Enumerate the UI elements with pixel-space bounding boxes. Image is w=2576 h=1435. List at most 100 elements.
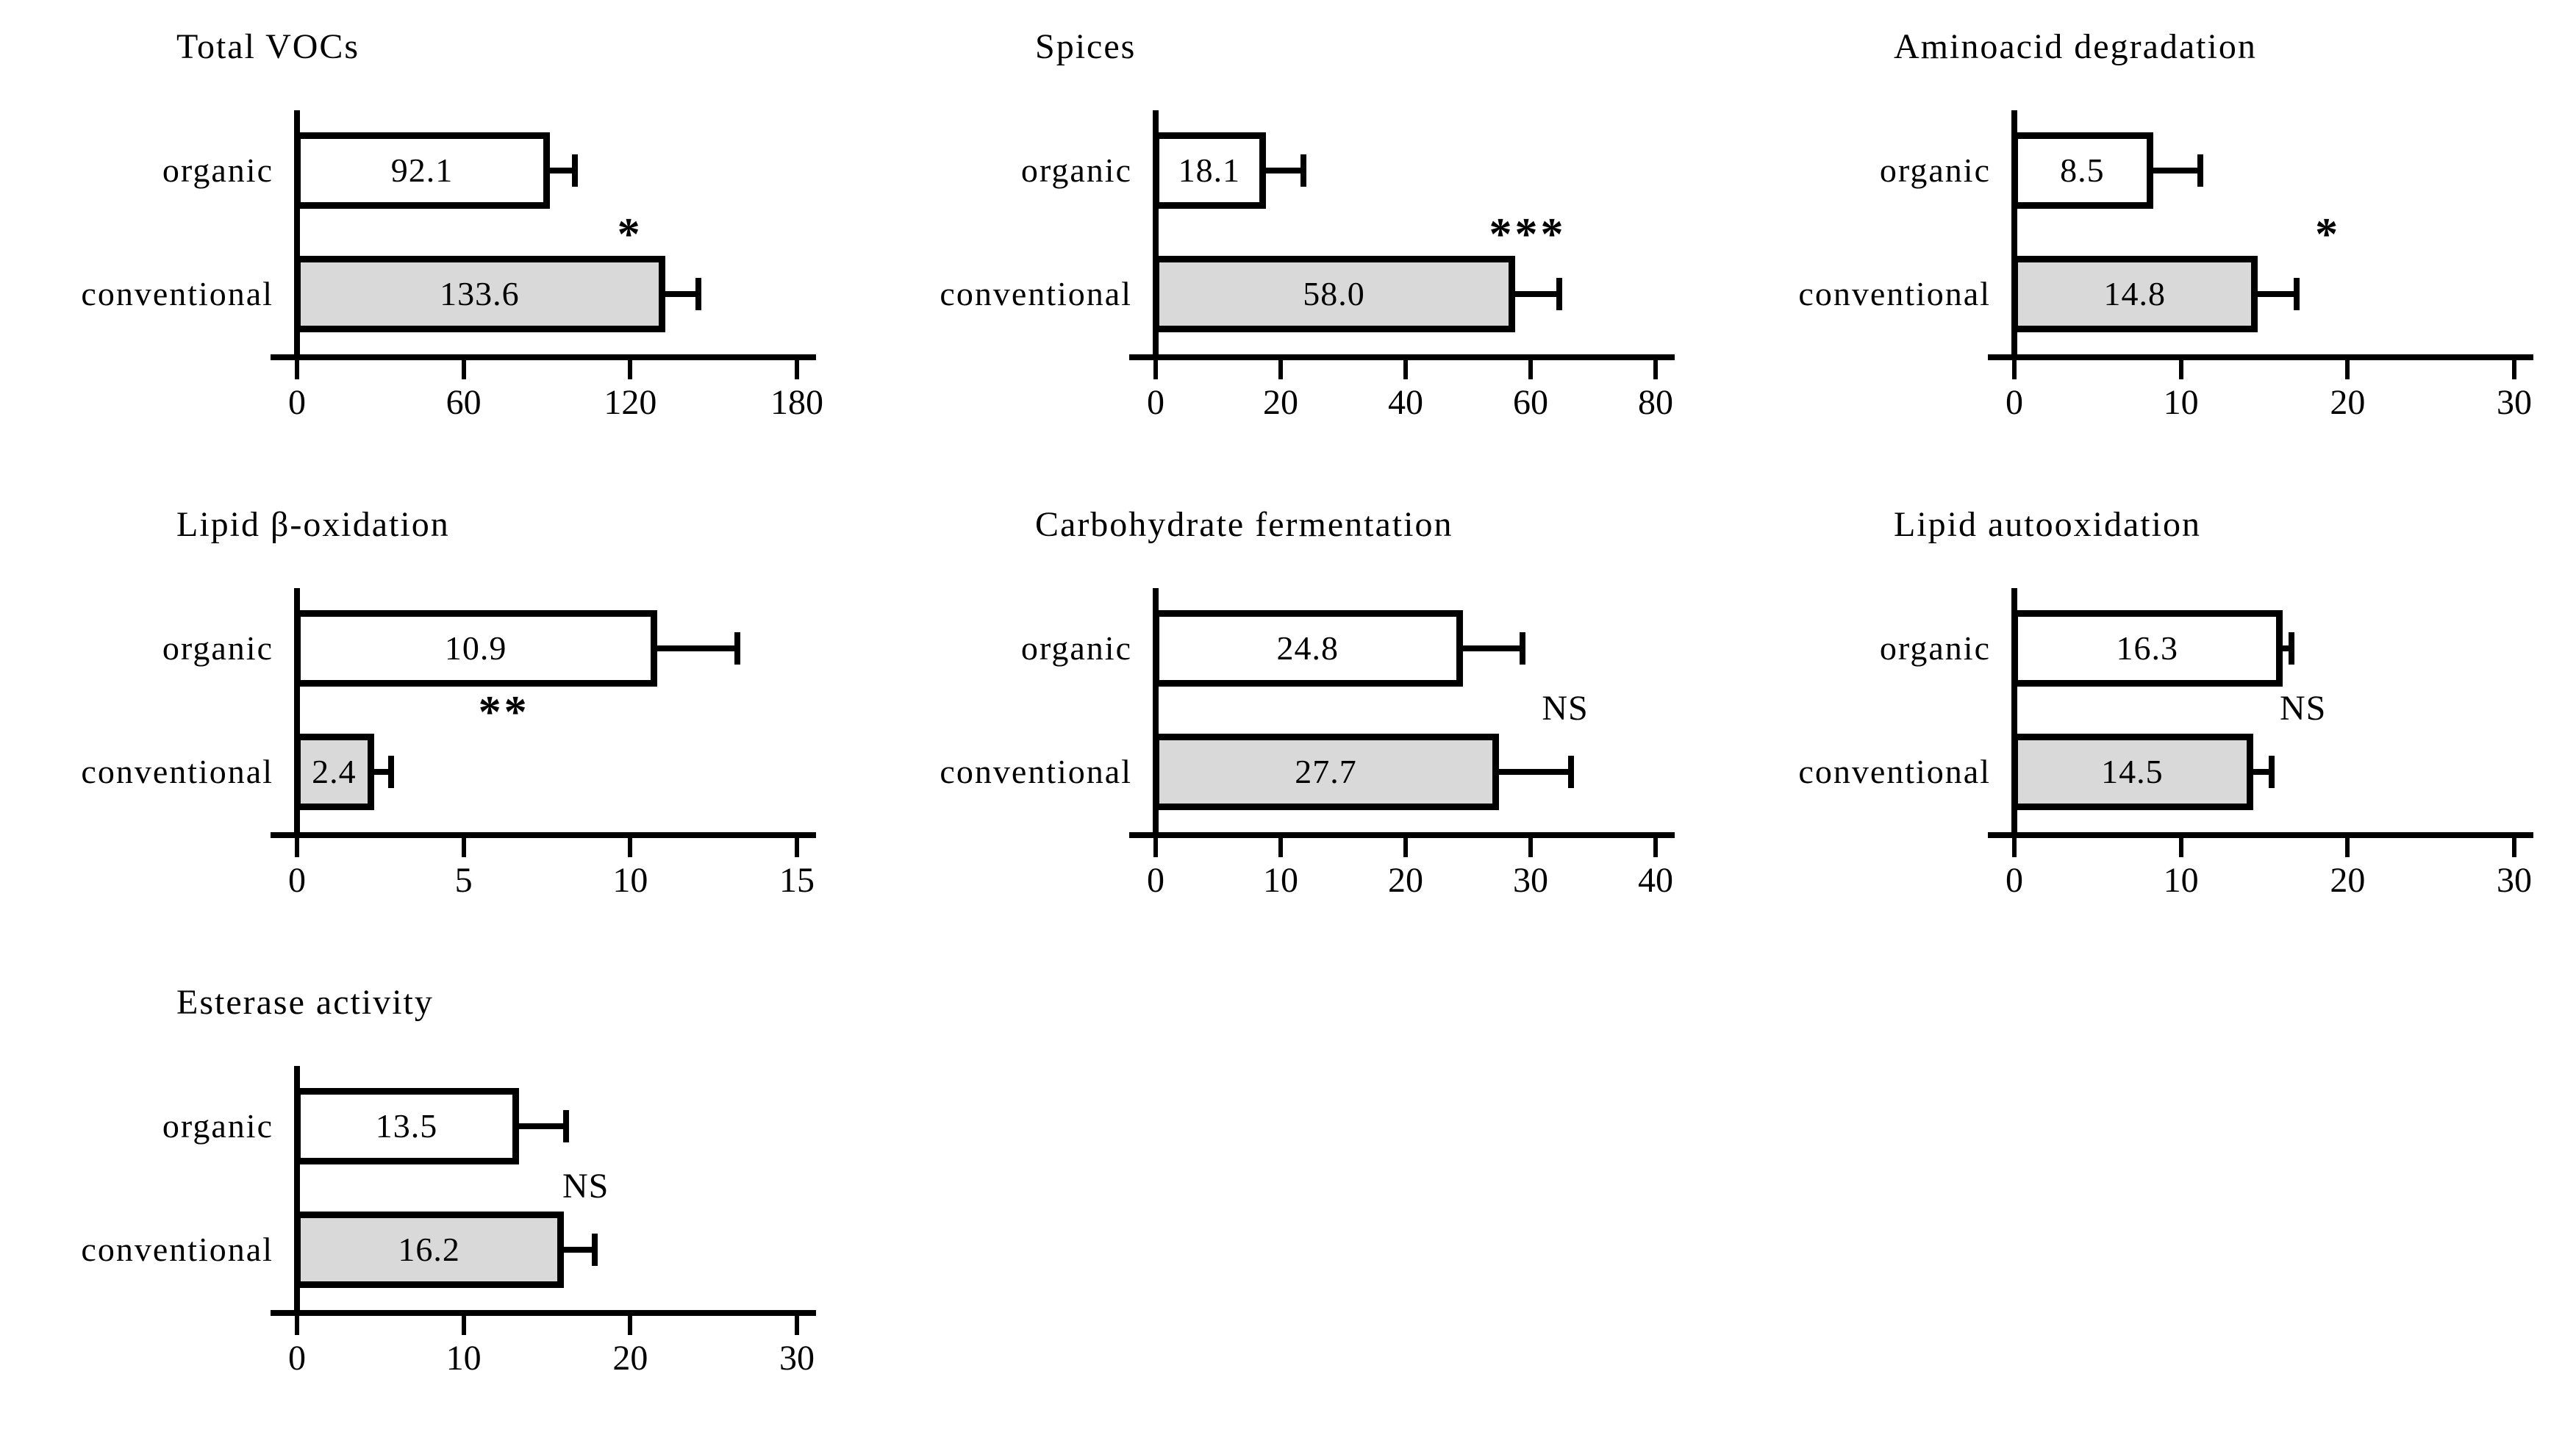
x-tick bbox=[795, 1316, 799, 1335]
error-bar-cap bbox=[1519, 632, 1525, 665]
x-tick bbox=[1153, 360, 1158, 379]
category-labels: organic conventional bbox=[0, 588, 281, 832]
bar-value-label: 27.7 bbox=[1295, 753, 1357, 790]
x-tick-label: 80 bbox=[1638, 383, 1673, 422]
chart-title-esterase-activity: Esterase activity bbox=[176, 983, 434, 1022]
chart-carbohydrate-fermentation: Carbohydrate fermentation organic conventi… bbox=[859, 478, 1717, 956]
chart-lipid-beta-oxidation: Lipid β-oxidation organic conventional 10.9… bbox=[0, 478, 859, 956]
bar-value-label: 16.2 bbox=[398, 1231, 460, 1268]
bar-value-label: 13.5 bbox=[375, 1107, 438, 1145]
error-bar-organic bbox=[518, 1110, 569, 1142]
x-tick-label: 120 bbox=[604, 383, 657, 422]
bar-value-label: 92.1 bbox=[390, 151, 454, 189]
x-axis-line bbox=[1129, 354, 1675, 360]
error-bar-conventional bbox=[1514, 278, 1562, 310]
chart-title-total-vocs: Total VOCs bbox=[176, 27, 360, 66]
error-bar-conventional bbox=[562, 1234, 598, 1266]
x-tick bbox=[628, 360, 633, 379]
chart-title-lipid-autooxidation: Lipid autooxidation bbox=[1894, 505, 2201, 544]
x-tick-label: 5 bbox=[454, 861, 473, 900]
bar-value-label: 14.8 bbox=[2103, 275, 2166, 312]
x-tick bbox=[295, 360, 299, 379]
error-bar-cap bbox=[695, 278, 701, 310]
bar-conventional: 58.0 bbox=[1153, 256, 1515, 332]
error-bar-cap bbox=[563, 1110, 569, 1142]
x-tick bbox=[1653, 838, 1658, 857]
x-tick-label: 10 bbox=[2163, 383, 2199, 422]
x-tick bbox=[2345, 360, 2350, 379]
bar-conventional: 2.4 bbox=[294, 734, 374, 810]
category-label-organic: organic bbox=[162, 151, 273, 189]
significance-marker-esterase-activity: NS bbox=[562, 1167, 609, 1206]
bar-value-label: 10.9 bbox=[444, 629, 507, 667]
x-tick bbox=[1278, 360, 1283, 379]
category-label-conventional: conventional bbox=[1798, 275, 1991, 312]
error-bar-organic bbox=[548, 154, 578, 187]
category-label-organic: organic bbox=[162, 629, 273, 667]
error-bar-cap bbox=[2197, 154, 2203, 187]
error-bar-cap bbox=[2269, 756, 2275, 788]
plot-area-total-vocs: 92.1 133.6 * 0 60 120 180 bbox=[271, 110, 823, 421]
x-tick-label: 40 bbox=[1638, 861, 1673, 900]
error-bar-organic bbox=[1264, 154, 1307, 187]
error-bar-cap bbox=[571, 154, 578, 187]
error-bar-cap bbox=[1300, 154, 1307, 187]
bar-value-label: 16.3 bbox=[2116, 629, 2178, 667]
x-tick bbox=[2012, 360, 2017, 379]
bar-organic: 8.5 bbox=[2011, 132, 2153, 209]
chart-title-aminoacid-degradation: Aminoacid degradation bbox=[1894, 27, 2257, 66]
category-labels: organic conventional bbox=[1717, 110, 1998, 354]
chart-esterase-activity: Esterase activity organic conventional 13.5… bbox=[0, 956, 859, 1434]
x-tick-label: 30 bbox=[2497, 861, 2532, 900]
x-tick bbox=[1403, 360, 1408, 379]
x-tick bbox=[795, 360, 799, 379]
significance-marker-carbohydrate-fermentation: NS bbox=[1542, 689, 1589, 728]
x-tick-label: 0 bbox=[2006, 861, 2023, 900]
x-tick bbox=[295, 838, 299, 857]
plot-area-spices: 18.1 58.0 *** 0 20 40 60 80 bbox=[1129, 110, 1675, 421]
y-axis-line bbox=[2011, 588, 2017, 832]
x-tick-label: 15 bbox=[779, 861, 815, 900]
x-tick-label: 0 bbox=[288, 383, 306, 422]
error-bar-cap bbox=[1567, 756, 1574, 788]
chart-title-lipid-beta-oxidation: Lipid β-oxidation bbox=[176, 505, 450, 544]
x-tick bbox=[1153, 838, 1158, 857]
x-tick bbox=[295, 1316, 299, 1335]
bar-conventional: 16.2 bbox=[294, 1212, 565, 1288]
x-tick-label: 20 bbox=[612, 1339, 648, 1378]
x-tick bbox=[1653, 360, 1658, 379]
significance-marker-lipid-beta-oxidation: ** bbox=[478, 687, 530, 737]
x-tick-label: 20 bbox=[2330, 383, 2366, 422]
y-axis-line bbox=[1153, 588, 1159, 832]
bar-value-label: 2.4 bbox=[312, 753, 357, 790]
bar-value-label: 8.5 bbox=[2060, 151, 2105, 189]
y-axis-line bbox=[294, 1066, 300, 1310]
bar-value-label: 14.5 bbox=[2101, 753, 2164, 790]
bar-organic: 92.1 bbox=[294, 132, 550, 209]
bar-organic: 16.3 bbox=[2011, 610, 2283, 687]
x-tick bbox=[2012, 838, 2017, 857]
chart-lipid-autooxidation: Lipid autooxidation organic conventional 16… bbox=[1717, 478, 2576, 956]
x-tick bbox=[2512, 838, 2516, 857]
category-label-conventional: conventional bbox=[940, 753, 1132, 790]
x-tick-label: 60 bbox=[1513, 383, 1548, 422]
significance-marker-total-vocs: * bbox=[617, 210, 643, 260]
significance-marker-aminoacid-degradation: * bbox=[2315, 210, 2341, 260]
y-axis-line bbox=[2011, 110, 2017, 354]
x-tick-label: 0 bbox=[288, 861, 306, 900]
category-labels: organic conventional bbox=[859, 588, 1139, 832]
x-tick-label: 20 bbox=[1263, 383, 1298, 422]
x-tick-label: 30 bbox=[2497, 383, 2532, 422]
x-tick-label: 10 bbox=[446, 1339, 482, 1378]
category-label-conventional: conventional bbox=[81, 753, 273, 790]
x-tick-label: 60 bbox=[446, 383, 482, 422]
category-label-conventional: conventional bbox=[81, 275, 273, 312]
category-labels: organic conventional bbox=[0, 1066, 281, 1310]
x-tick bbox=[795, 838, 799, 857]
bar-conventional: 27.7 bbox=[1153, 734, 1499, 810]
category-label-organic: organic bbox=[1020, 629, 1132, 667]
x-tick-label: 0 bbox=[1147, 861, 1164, 900]
x-tick bbox=[461, 360, 466, 379]
x-axis-line bbox=[1988, 832, 2533, 838]
